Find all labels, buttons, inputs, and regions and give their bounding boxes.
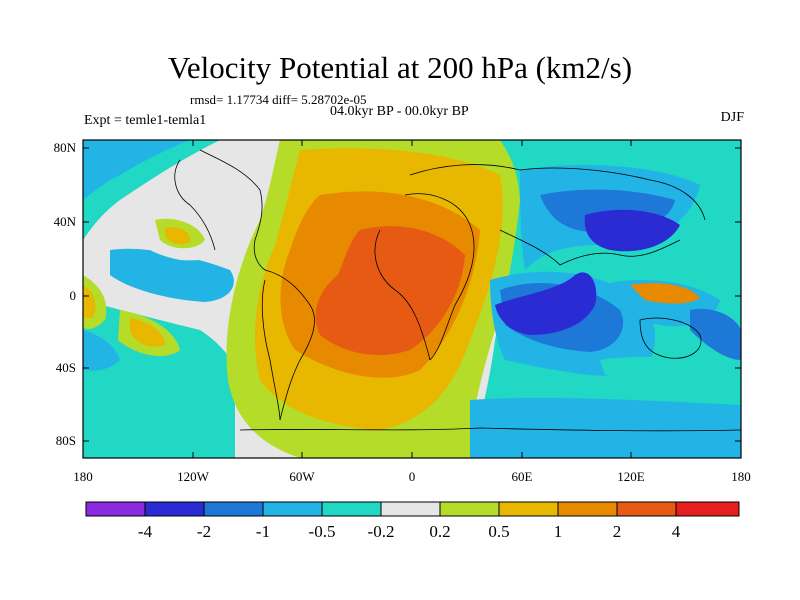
colorbar-label-neg1: -1 (256, 522, 270, 541)
deep-blue-east-asia (584, 209, 680, 252)
teal-south-indian (600, 356, 741, 390)
south-america-west-coast (261, 279, 281, 421)
africa-east-coast (404, 193, 475, 361)
colorbar-box-1 (145, 502, 204, 516)
colorbar-label-neg2: -2 (197, 522, 211, 541)
south-america-coast (264, 269, 315, 421)
blue-east-edge (690, 308, 741, 360)
colorbar-box-10 (676, 502, 739, 516)
yellow-south-pacific-patch (130, 318, 165, 347)
colorbar-box-3 (263, 502, 322, 516)
north-america-coast (199, 149, 266, 271)
plot-title: Velocity Potential at 200 hPa (km2/s) (167, 50, 633, 85)
colorbar-box-8 (558, 502, 617, 516)
lon-label-60w: 60W (289, 469, 315, 484)
lat-label-80s: 80S (56, 433, 76, 448)
lat-label-40n: 40N (54, 214, 77, 229)
colorbar-box-7 (499, 502, 558, 516)
colorbar-box-9 (617, 502, 676, 516)
lon-label-120w: 120W (177, 469, 210, 484)
colorbar-box-2 (204, 502, 263, 516)
colorbar-label-neg4: -4 (138, 522, 153, 541)
lon-label-60e: 60E (512, 469, 533, 484)
experiment-label: Expt = temle1-temla1 (84, 113, 207, 128)
red-orange-core (315, 226, 465, 355)
north-america-west-coast (174, 159, 216, 251)
colorbar-label-0-2: 0.2 (429, 522, 450, 541)
colorbar-label-0-5: 0.5 (488, 522, 509, 541)
lat-tick-marks (83, 147, 741, 442)
season-label: DJF (720, 110, 744, 125)
lon-label-180-west: 180 (73, 469, 93, 484)
colorbar-label-neg0-5: -0.5 (309, 522, 336, 541)
rmsd-diff-stats: rmsd= 1.17734 diff= 5.28702e-05 (190, 92, 367, 107)
contour-fill-field (83, 140, 741, 458)
lon-label-180-east: 180 (731, 469, 751, 484)
lat-label-0: 0 (70, 288, 77, 303)
south-asia-coast (499, 229, 681, 266)
lon-label-0: 0 (409, 469, 416, 484)
colorbar-box-0 (86, 502, 145, 516)
colorbar: -4 -2 -1 -0.5 -0.2 0.2 0.5 1 2 4 (85, 501, 740, 541)
lightblue-north-pacific (83, 140, 190, 200)
australia-coast (639, 317, 702, 359)
africa-west-coast (374, 229, 431, 361)
colorbar-box-4 (322, 502, 381, 516)
lon-label-120e: 120E (617, 469, 645, 484)
lat-label-80n: 80N (54, 140, 77, 155)
colorbar-label-neg0-2: -0.2 (368, 522, 395, 541)
lightblue-south-pacific (83, 330, 120, 371)
colorbar-label-4: 4 (672, 522, 681, 541)
orange-west-pacific-patch (630, 283, 700, 304)
yellow-west-edge (83, 285, 96, 318)
yellow-pacific-patch (165, 227, 191, 245)
colorbar-box-6 (440, 502, 499, 516)
coastlines (174, 149, 741, 432)
antarctica-coast (239, 427, 741, 432)
colorbar-box-5 (381, 502, 440, 516)
eurasia-north-coast (409, 164, 706, 221)
lat-label-40s: 40S (56, 360, 76, 375)
lightblue-east-pacific (110, 248, 234, 302)
colorbar-label-2: 2 (613, 522, 622, 541)
period-label: 04.0kyr BP - 00.0kyr BP (330, 104, 469, 119)
lon-tick-marks (82, 140, 742, 458)
colorbar-frame (85, 501, 740, 517)
lightblue-southern-ocean (470, 397, 741, 458)
colorbar-label-1: 1 (554, 522, 563, 541)
deep-blue-maritime (495, 272, 597, 335)
